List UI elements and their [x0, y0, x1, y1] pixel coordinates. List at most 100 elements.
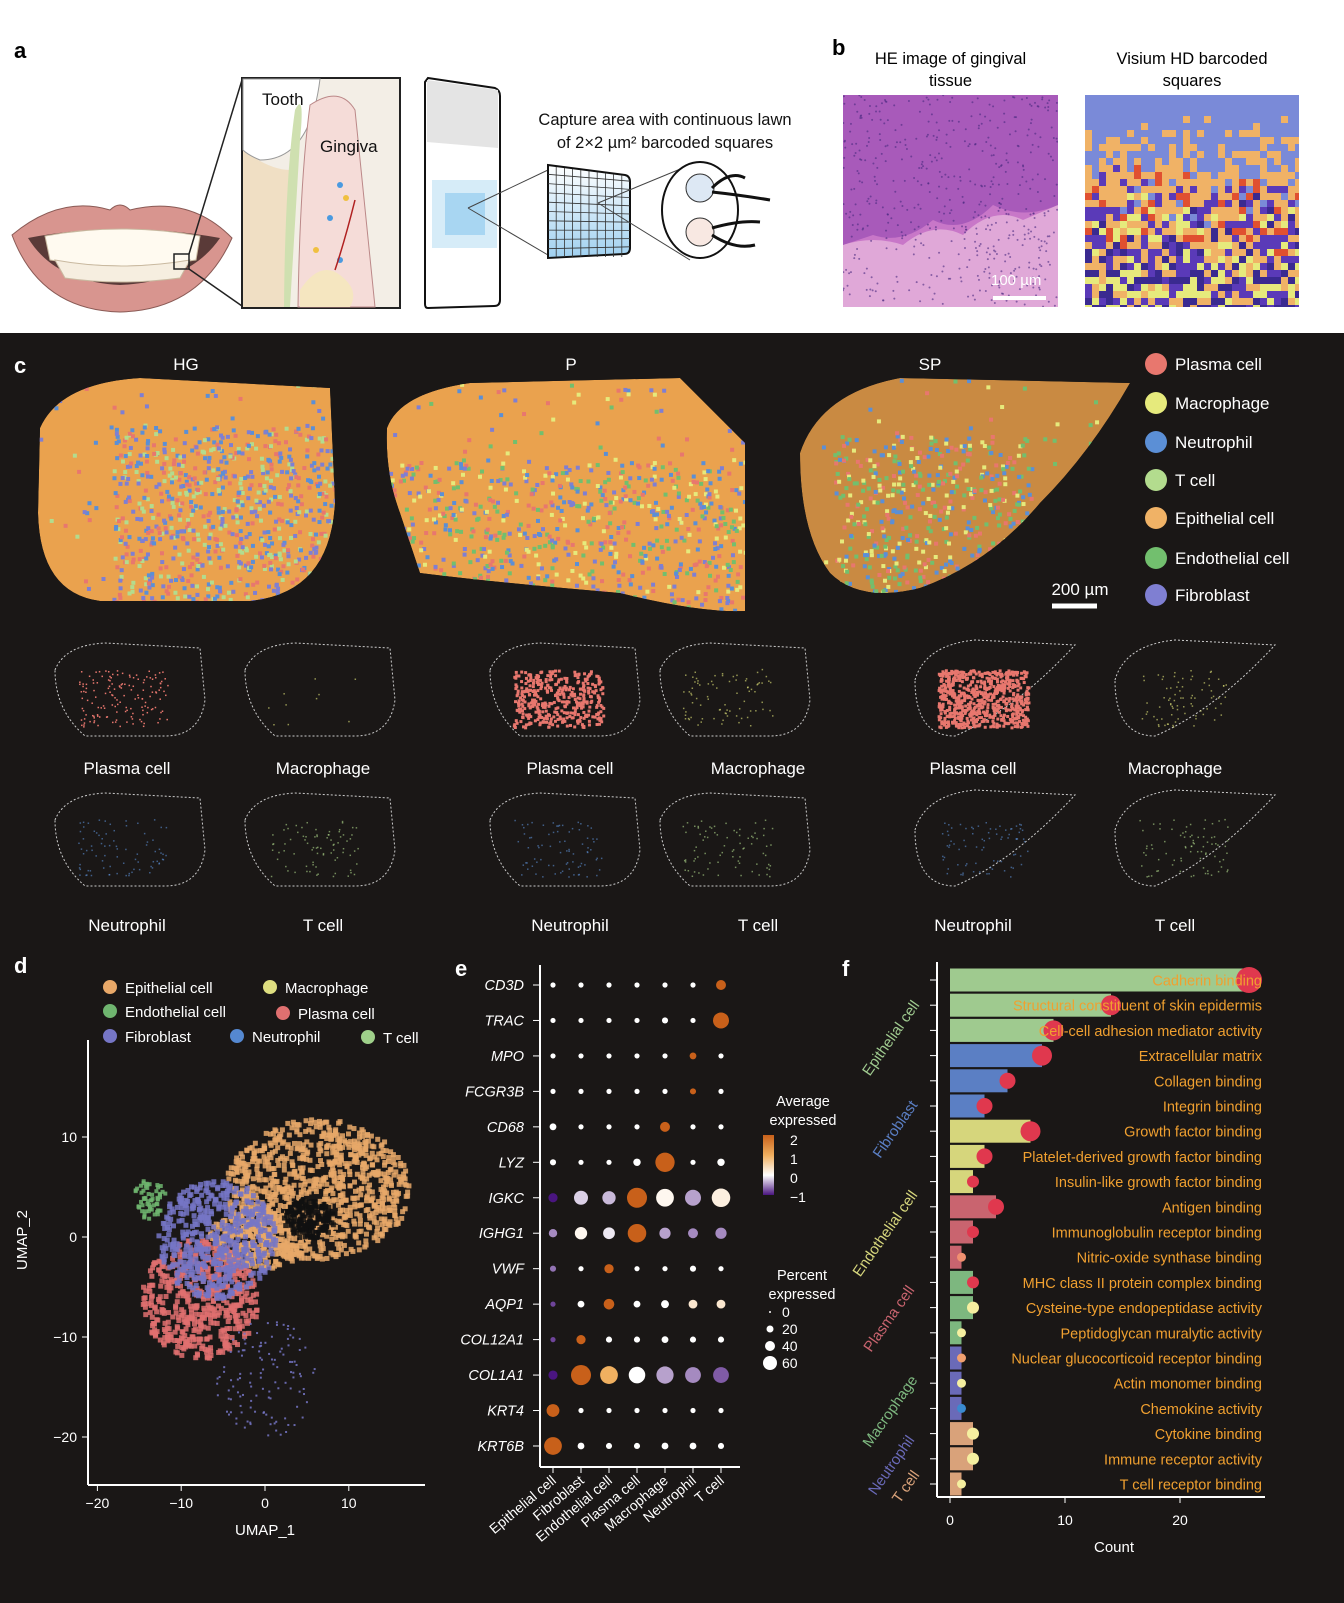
cell-spot [228, 597, 233, 601]
cell-spot [702, 470, 707, 475]
cell-spot [1027, 492, 1032, 497]
cell-spot [721, 851, 724, 854]
nucleus-mark [1052, 231, 1055, 234]
barcode-square [1183, 270, 1190, 277]
cell-spot [162, 441, 167, 446]
cell-spot [761, 682, 763, 684]
barcode-square [1113, 242, 1120, 249]
cell-spot [246, 496, 251, 501]
cell-spot [1010, 585, 1015, 590]
cell-spot [125, 825, 128, 827]
cell-spot [868, 458, 873, 463]
cell-spot [574, 562, 579, 567]
cell-spot [480, 469, 485, 474]
cell-spot [648, 546, 653, 551]
barcode-square [1141, 270, 1148, 277]
cell-spot [141, 509, 146, 514]
cell-spot [1003, 476, 1008, 481]
cell-spot [332, 849, 335, 851]
cell-spot [601, 686, 605, 690]
cell-spot [45, 591, 50, 596]
nucleus-mark [961, 225, 964, 228]
barcode-square [1267, 172, 1274, 179]
nucleus-mark [928, 286, 931, 289]
cell-spot [304, 555, 309, 560]
cell-spot [1028, 542, 1033, 547]
nucleus-mark [918, 167, 921, 170]
cell-spot [238, 515, 243, 520]
cell-spot [642, 545, 647, 550]
barcode-square [1092, 256, 1099, 263]
cell-spot [577, 672, 581, 676]
cell-spot [1004, 584, 1009, 589]
cell-spot [593, 685, 597, 689]
cell-spot [173, 437, 178, 442]
cell-spot [184, 490, 189, 495]
cell-spot [201, 514, 206, 519]
cell-spot [677, 611, 682, 612]
cell-spot [409, 600, 414, 605]
barcode-square [1204, 179, 1211, 186]
barcode-square [1197, 158, 1204, 165]
cell-spot [948, 532, 953, 537]
barcode-square [1211, 102, 1218, 109]
cell-spot [550, 583, 555, 588]
cell-spot [112, 405, 117, 410]
cell-spot [494, 588, 499, 593]
cell-spot [518, 522, 523, 527]
cell-spot [309, 870, 311, 873]
barcode-square [1281, 123, 1288, 130]
cell-spot [825, 379, 830, 384]
cell-spot [716, 526, 721, 531]
cell-spot [526, 523, 531, 528]
cell-spot [566, 850, 568, 852]
nucleus-mark [1045, 250, 1048, 253]
barcode-square [1281, 137, 1288, 144]
cell-spot [388, 607, 393, 612]
cell-spot [469, 534, 474, 539]
cell-spot [749, 710, 752, 712]
nucleus-mark [959, 179, 962, 182]
barcode-square [1267, 214, 1274, 221]
cell-spot [608, 521, 613, 526]
cell-spot [819, 590, 824, 593]
cell-spot [463, 613, 467, 617]
barcode-square [1169, 235, 1176, 242]
cell-spot [151, 443, 156, 448]
cell-spot [1004, 464, 1009, 469]
cell-spot [246, 430, 251, 435]
cell-spot [145, 474, 150, 479]
cell-spot [570, 485, 575, 490]
barcode-square [1288, 200, 1295, 207]
cell-spot [701, 718, 704, 720]
cell-spot [626, 530, 631, 535]
barcode-square [1085, 102, 1092, 109]
barcode-square [1274, 242, 1281, 249]
cell-spot [478, 504, 483, 509]
cell-spot [262, 566, 267, 571]
barcode-square [1092, 102, 1099, 109]
cell-spot [416, 491, 421, 496]
cell-spot [423, 485, 428, 490]
cell-spot [267, 432, 272, 437]
cell-spot [288, 447, 293, 452]
nucleus-mark [904, 234, 907, 237]
cell-spot [222, 507, 227, 512]
nucleus-mark [998, 201, 1001, 204]
cell-spot [260, 598, 265, 601]
barcode-square [1155, 200, 1162, 207]
cell-spot [162, 450, 167, 455]
barcode-square [1148, 207, 1155, 214]
cell-spot [425, 555, 430, 560]
barcode-square [1204, 277, 1211, 284]
cell-spot [586, 837, 589, 839]
cell-spot [741, 440, 745, 445]
cell-spot [448, 532, 453, 537]
cell-spot [977, 531, 982, 536]
cell-spot [206, 518, 211, 523]
barcode-square [1176, 102, 1183, 109]
cell-spot [541, 705, 545, 709]
cell-spot [393, 493, 398, 498]
cell-spot [685, 831, 687, 834]
cell-spot [967, 725, 971, 729]
